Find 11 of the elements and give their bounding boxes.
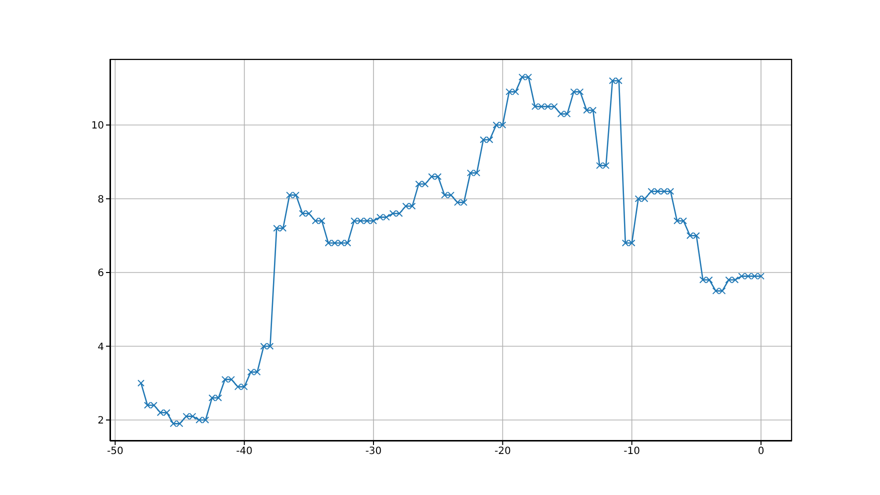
x-tick-label: -40	[236, 446, 253, 458]
y-tick-label: 6	[98, 268, 104, 280]
y-tick-label: 2	[98, 416, 104, 427]
x-tick-label: 0	[758, 446, 764, 458]
y-tick-label: 10	[91, 120, 104, 132]
x-tick-label: -30	[365, 446, 382, 458]
x-tick-label: -20	[494, 446, 511, 458]
y-tick-label: 8	[98, 194, 104, 206]
x-tick-label: -10	[624, 446, 640, 458]
x-tick-label: -50	[106, 446, 124, 458]
y-tick-label: 4	[98, 342, 104, 353]
